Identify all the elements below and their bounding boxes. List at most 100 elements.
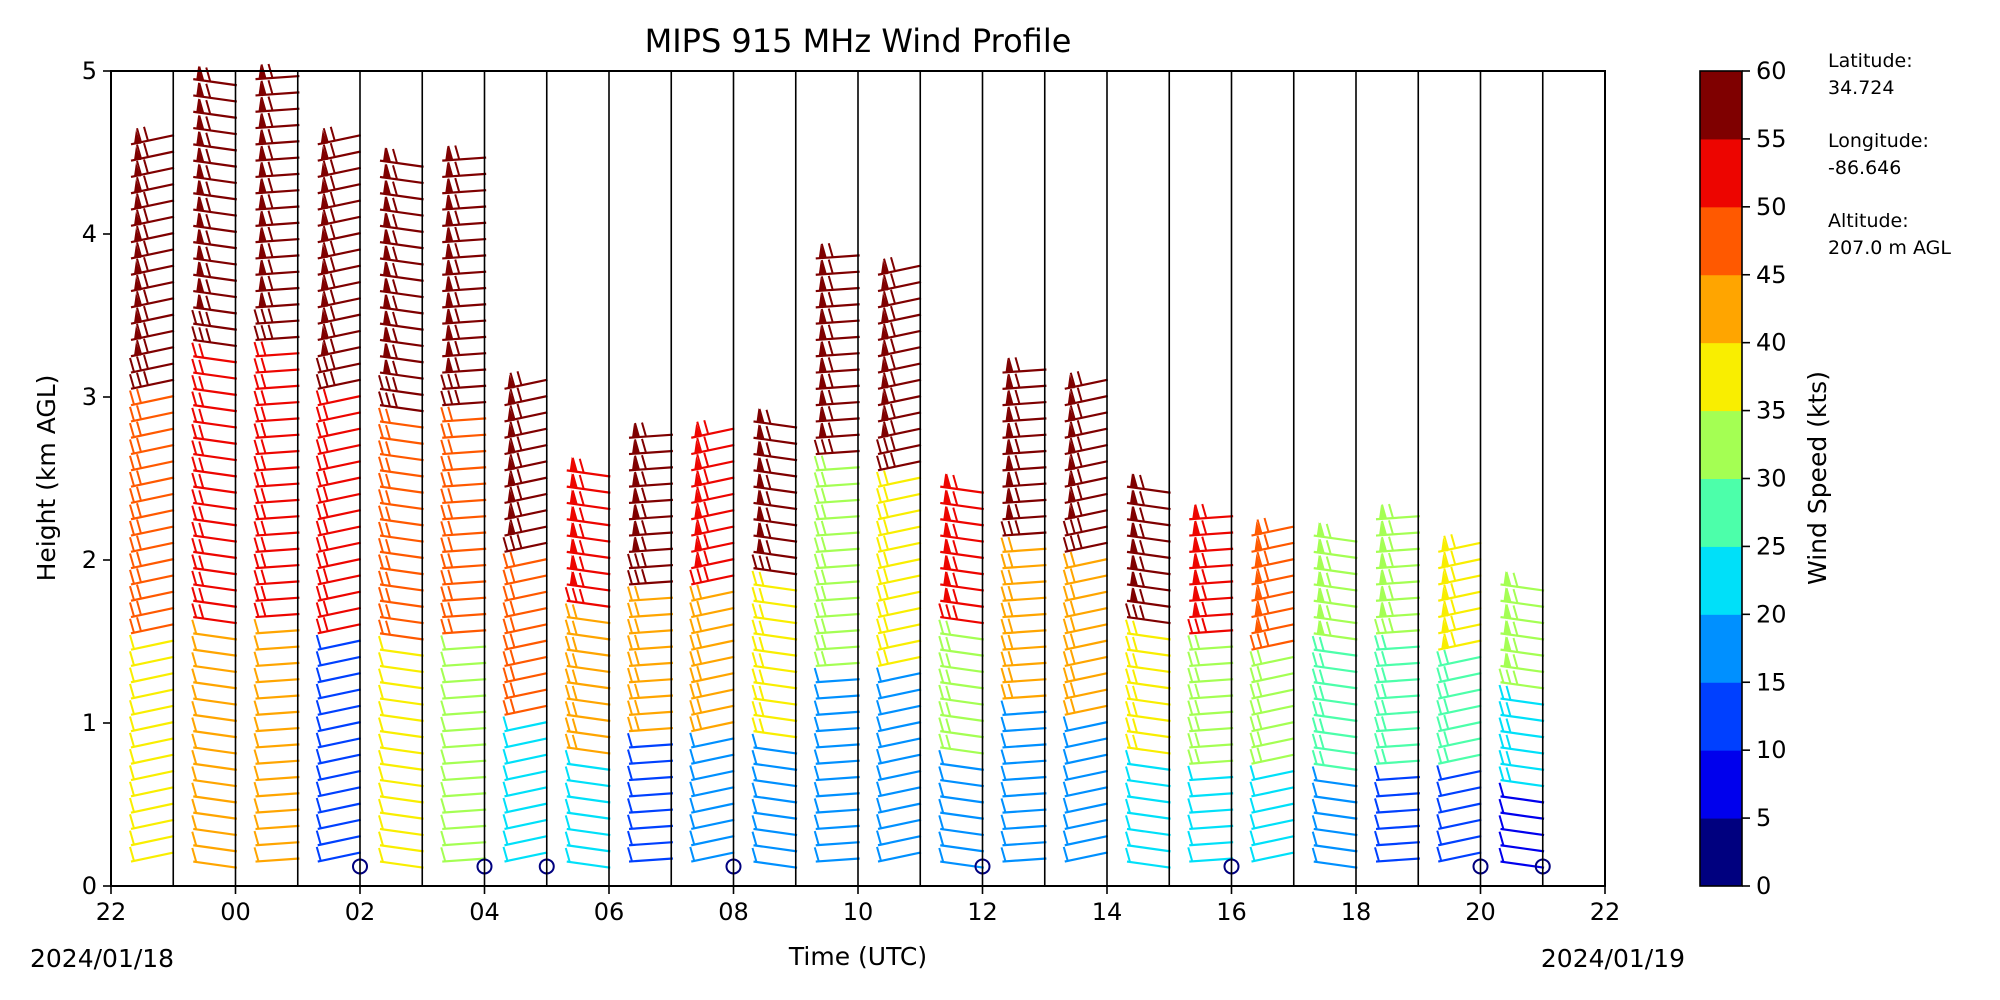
barb-flag	[253, 488, 260, 504]
wind-barb	[813, 667, 860, 684]
barb-flag	[883, 388, 889, 404]
wind-barb	[1126, 538, 1171, 560]
barb-flag	[1007, 487, 1014, 503]
barb-flag	[136, 551, 142, 567]
barb-pennant	[507, 520, 515, 535]
wind-barb	[502, 781, 548, 798]
barb-flag	[945, 587, 952, 603]
barb-staff	[815, 498, 860, 505]
wind-barb	[1311, 652, 1358, 674]
barb-flag	[689, 569, 696, 585]
barb-flag	[627, 732, 633, 748]
barb-flag	[813, 618, 820, 634]
barb-flag	[1076, 452, 1083, 468]
barb-flag	[1069, 405, 1076, 420]
wind-barb	[129, 716, 175, 733]
barb-staff	[1189, 629, 1234, 635]
barb-flag	[205, 181, 212, 196]
barb-flag	[136, 242, 142, 257]
barb-flag	[191, 342, 198, 357]
wind-barb	[378, 815, 424, 837]
barb-staff	[442, 710, 487, 716]
barb-pennant	[320, 146, 328, 161]
barb-flag	[627, 635, 633, 650]
barb-staff	[1313, 534, 1358, 543]
wind-barb	[564, 733, 611, 755]
barb-flag	[191, 603, 198, 618]
barb-flag	[129, 357, 135, 373]
wind-barb	[628, 503, 673, 521]
wind-barb	[691, 534, 735, 553]
barb-staff	[815, 629, 860, 635]
barb-staff	[753, 664, 798, 674]
barb-flag	[1201, 585, 1208, 600]
barb-flag	[447, 471, 454, 487]
wind-barb	[440, 455, 487, 472]
barb-flag	[198, 66, 205, 81]
barb-flag	[198, 587, 205, 603]
barb-flag	[627, 651, 633, 667]
wind-barb	[1062, 732, 1109, 749]
wind-barb	[751, 619, 798, 641]
wind-barb	[813, 487, 860, 505]
barb-staff	[379, 713, 424, 723]
wind-barb	[253, 569, 300, 586]
barb-flag	[322, 584, 329, 599]
wind-barb	[813, 830, 860, 847]
barb-staff	[815, 449, 860, 456]
barb-flag	[198, 441, 205, 456]
wind-barb	[379, 310, 424, 331]
barb-flag	[129, 439, 135, 454]
barb-flag	[1443, 568, 1450, 583]
wind-barb	[566, 456, 611, 478]
barb-flag	[509, 470, 516, 485]
barb-flag	[191, 717, 198, 732]
wind-barb	[315, 584, 362, 602]
wind-barb	[317, 191, 362, 211]
barb-staff	[193, 289, 237, 299]
barb-flag	[758, 424, 765, 440]
wind-barb	[1187, 798, 1234, 814]
barb-flag	[1388, 552, 1394, 568]
barb-staff	[628, 792, 673, 798]
barb-flag	[876, 618, 882, 634]
barb-staff	[566, 501, 611, 511]
barb-flag	[378, 733, 384, 749]
barb-flag	[205, 311, 212, 327]
barb-flag	[751, 668, 758, 683]
wind-barb	[1064, 419, 1109, 439]
wind-barb	[379, 277, 424, 299]
barb-flag	[198, 278, 205, 293]
barb-staff	[1064, 688, 1109, 700]
barb-flag	[322, 127, 329, 143]
barb-flag	[820, 504, 827, 519]
wind-barb	[378, 782, 424, 804]
barb-staff	[815, 857, 860, 863]
wind-barb	[315, 699, 362, 716]
barb-flag	[1062, 602, 1069, 617]
barb-flag	[385, 571, 391, 587]
barb-flag	[876, 585, 882, 601]
barb-flag	[198, 408, 205, 424]
wind-barb	[1311, 668, 1358, 690]
barb-flag	[751, 717, 758, 732]
barb-flag	[1381, 634, 1387, 650]
wind-barb	[876, 830, 922, 847]
barb-flag	[136, 421, 142, 436]
wind-barb	[1064, 371, 1109, 390]
barb-flag	[502, 699, 509, 715]
barb-flag	[1256, 584, 1263, 599]
wind-barb	[129, 683, 175, 700]
barb-flag	[634, 602, 640, 617]
barb-flag	[129, 846, 135, 862]
barb-staff	[1500, 730, 1545, 739]
barb-staff	[193, 518, 237, 527]
wind-barb	[315, 667, 362, 684]
barb-flag	[1249, 830, 1256, 845]
wind-barb	[315, 421, 362, 439]
barb-flag	[502, 797, 509, 813]
barb-flag	[1512, 670, 1519, 685]
wind-barb	[813, 634, 860, 651]
barb-flag	[1194, 504, 1201, 519]
barb-staff	[566, 697, 611, 706]
